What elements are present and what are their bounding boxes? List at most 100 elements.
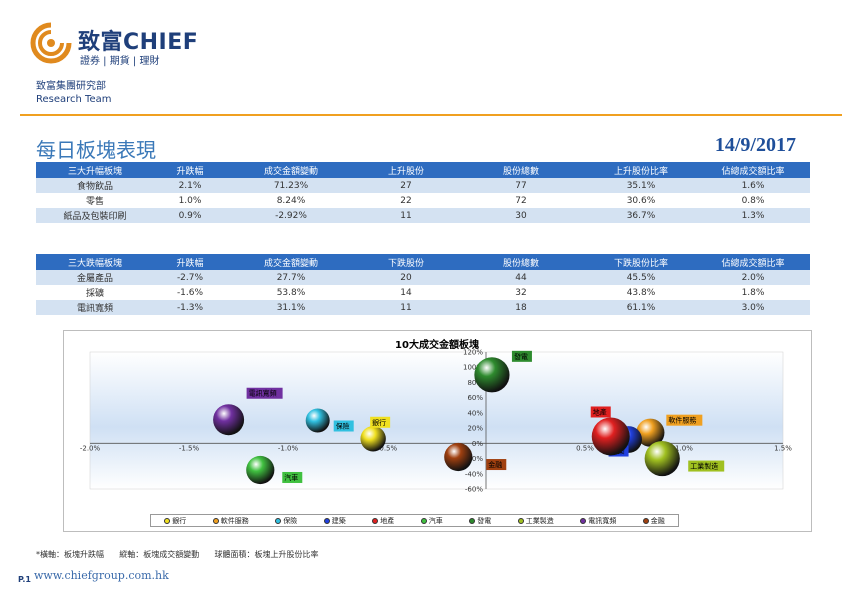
table-cell: 36.7% [586, 208, 696, 223]
report-date: 14/9/2017 [714, 134, 796, 156]
legend-marker [275, 517, 282, 524]
legend-marker [469, 517, 476, 524]
table-cell: -1.3% [154, 300, 226, 315]
table-cell: 1.8% [696, 285, 810, 300]
legend-item: 保險 [275, 516, 297, 526]
table-cell: 77 [456, 178, 586, 193]
table-cell: 35.1% [586, 178, 696, 193]
chief-logo: 致富CHIEF 證券 | 期貨 | 理財 [30, 22, 250, 67]
y-tick-label: -60% [465, 486, 483, 494]
legend-marker [372, 517, 379, 524]
col-header: 下跌股份 [356, 254, 456, 270]
y-tick-label: 120% [463, 349, 483, 357]
table-cell: 2.1% [154, 178, 226, 193]
table-row: 採礦 -1.6% 53.8% 14 32 43.8% 1.8% [36, 285, 810, 300]
table-cell: 53.8% [226, 285, 356, 300]
legend-item: 金融 [642, 516, 665, 526]
team-name-cn: 致富集團研究部 [36, 81, 106, 92]
page-title: 每日板塊表現 [36, 138, 156, 162]
research-team-label: 致富集團研究部 Research Team [36, 80, 111, 106]
table-cell: 1.0% [154, 193, 226, 208]
col-header: 升跌幅 [154, 254, 226, 270]
bubble-point [360, 426, 386, 452]
legend-label: 軟件服務 [220, 516, 249, 525]
table-cell: 11 [356, 300, 456, 315]
table-cell: 27 [356, 178, 456, 193]
bubble-point [591, 417, 630, 456]
header-divider [20, 114, 842, 116]
legend-item: 地產 [372, 516, 394, 526]
table-cell: 11 [356, 208, 456, 223]
table-cell: 71.23% [226, 178, 356, 193]
x-tick-label: 1.5% [774, 444, 792, 452]
table-row: 食物飲品 2.1% 71.23% 27 77 35.1% 1.6% [36, 178, 810, 193]
legend-marker [212, 517, 219, 524]
y-tick-label: 40% [467, 409, 483, 417]
legend-item: 汽車 [420, 516, 443, 526]
table-header-row: 三大跌幅板塊 升跌幅 成交金額變動 下跌股份 股份總數 下跌股份比率 佔總成交額… [36, 254, 810, 270]
x-tick-label: -0.5% [377, 444, 398, 452]
col-header: 上升股份 [356, 162, 456, 178]
legend-item: 銀行 [164, 516, 186, 526]
y-tick-label: 80% [467, 379, 483, 387]
legend-marker [517, 517, 524, 524]
legend-label: 電訊寬頻 [588, 516, 617, 525]
bubble-label-box [246, 387, 283, 399]
bubble-label: 金融 [488, 460, 502, 469]
legend-marker [323, 517, 330, 524]
table-cell: 0.8% [696, 193, 810, 208]
table-row: 電訊寬頻 -1.3% 31.1% 11 18 61.1% 3.0% [36, 300, 810, 315]
bubble-label: 軟件服務 [668, 416, 696, 425]
col-header: 成交金額變動 [226, 162, 356, 178]
col-header: 佔總成交額比率 [696, 162, 810, 178]
table-cell: 27.7% [226, 270, 356, 285]
website-link[interactable]: www.chiefgroup.com.hk [34, 569, 169, 582]
table-row: 零售 1.0% 8.24% 22 72 30.6% 0.8% [36, 193, 810, 208]
col-header: 股份總數 [456, 254, 586, 270]
legend-label: 發電 [477, 516, 492, 525]
col-header: 下跌股份比率 [586, 254, 696, 270]
col-header: 佔總成交額比率 [696, 254, 810, 270]
y-tick-label: 0% [472, 440, 483, 448]
legend-item: 軟件服務 [212, 516, 249, 526]
y-tick-label: 60% [467, 394, 483, 402]
bubble-chart-svg: 10大成交金額板塊 -2.0% -1.5% -1.0% -0.5% 0.5% 1.0% 1.… [80, 338, 792, 494]
table-cell: 零售 [36, 193, 154, 208]
legend-marker [642, 517, 649, 524]
table-cell: 32 [456, 285, 586, 300]
x-tick-label: -1.5% [179, 444, 200, 452]
bubble-point [636, 418, 665, 447]
team-name-en: Research Team [36, 94, 112, 105]
table-cell: 8.24% [226, 193, 356, 208]
table-cell: 30.6% [586, 193, 696, 208]
bubble-label-box [590, 406, 611, 418]
chart-title: 10大成交金額板塊 [395, 338, 479, 351]
x-tick-label: 0.5% [576, 444, 594, 452]
table-cell: 紙品及包裝印刷 [36, 208, 154, 223]
legend-label: 金融 [650, 516, 665, 525]
top-gainers-table: 三大升幅板塊 升跌幅 成交金額變動 上升股份 股份總數 上升股份比率 佔總成交額… [36, 162, 810, 223]
table-cell: 43.8% [586, 285, 696, 300]
legend-item: 工業製造 [517, 516, 554, 526]
legend-label: 地產 [380, 516, 395, 525]
table-cell: 45.5% [586, 270, 696, 285]
bubble-label: 銀行 [372, 418, 386, 427]
bubble-label-box [333, 420, 354, 432]
bubble-label-box [370, 416, 391, 428]
bubble-point [213, 404, 245, 436]
bubble-label-box [486, 459, 507, 471]
table-cell: 2.0% [696, 270, 810, 285]
table-cell: 30 [456, 208, 586, 223]
chart-legend: 銀行 軟件服務 保險 建築 地產 汽車 發電 工業製造 電訊寬頻 金融 [150, 514, 679, 527]
top-losers-table: 三大跌幅板塊 升跌幅 成交金額變動 下跌股份 股份總數 下跌股份比率 佔總成交額… [36, 254, 810, 315]
chief-logo-icon [30, 22, 72, 64]
legend-item: 發電 [469, 516, 491, 526]
table-cell: 3.0% [696, 300, 810, 315]
legend-label: 建築 [331, 516, 346, 525]
table-cell: 食物飲品 [36, 178, 154, 193]
col-header: 股份總數 [456, 162, 586, 178]
table-cell: -2.92% [226, 208, 356, 223]
y-tick-label: -40% [465, 470, 483, 478]
table-cell: -2.7% [154, 270, 226, 285]
